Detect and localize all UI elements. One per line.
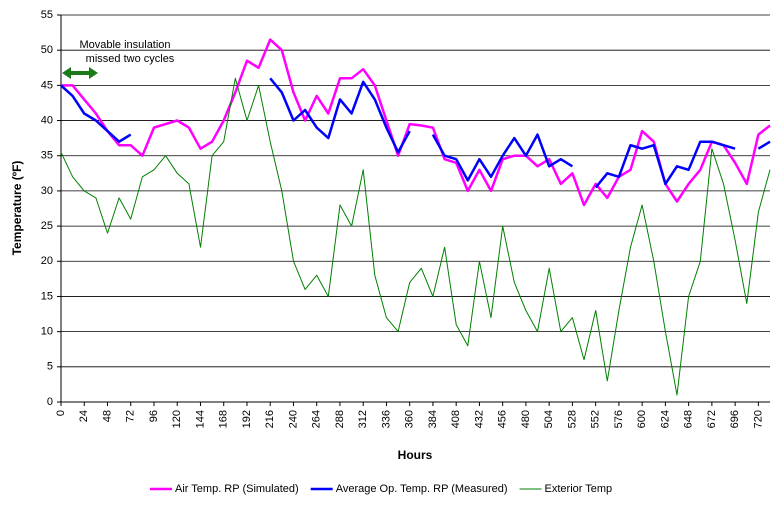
x-tick-label: 528 (566, 410, 578, 428)
y-axis-title: Temperature (ºF) (10, 161, 24, 256)
y-tick-label: 50 (41, 44, 53, 56)
legend-label: Air Temp. RP (Simulated) (175, 483, 299, 495)
x-tick-label: 480 (520, 410, 532, 428)
x-tick-label: 96 (148, 410, 160, 422)
x-tick-label: 312 (357, 410, 369, 428)
x-tick-label: 720 (752, 410, 764, 428)
x-tick-label: 0 (55, 410, 67, 416)
x-tick-label: 168 (218, 410, 230, 428)
x-tick-label: 288 (334, 410, 346, 428)
x-tick-label: 336 (380, 410, 392, 428)
x-tick-label: 576 (613, 410, 625, 428)
y-tick-label: 40 (41, 114, 53, 126)
y-tick-label: 5 (47, 361, 53, 373)
y-tick-label: 55 (41, 9, 53, 21)
x-tick-label: 384 (427, 410, 439, 428)
x-tick-label: 672 (706, 410, 718, 428)
x-tick-label: 192 (241, 410, 253, 428)
x-tick-label: 648 (683, 410, 695, 428)
x-axis-title: Hours (398, 448, 433, 462)
y-tick-label: 25 (41, 220, 53, 232)
x-tick-label: 48 (101, 410, 113, 422)
legend-label: Average Op. Temp. RP (Measured) (336, 483, 508, 495)
x-tick-label: 456 (497, 410, 509, 428)
x-tick-label: 600 (636, 410, 648, 428)
x-tick-label: 504 (543, 410, 555, 428)
y-tick-label: 45 (41, 79, 53, 91)
x-tick-label: 432 (473, 410, 485, 428)
annotation: Movable insulation (79, 39, 170, 51)
x-tick-label: 120 (171, 410, 183, 428)
series-line (61, 38, 771, 207)
annotation: missed two cycles (86, 53, 175, 65)
x-tick-label: 696 (729, 410, 741, 428)
y-tick-label: 35 (41, 150, 53, 162)
y-tick-label: 30 (41, 185, 53, 197)
legend-label: Exterior Temp (545, 483, 613, 495)
series-line (60, 77, 771, 189)
x-tick-label: 408 (450, 410, 462, 428)
legend: Air Temp. RP (Simulated) Average Op. Temp… (150, 483, 612, 495)
y-tick-label: 20 (41, 255, 53, 267)
x-tick-label: 264 (311, 410, 323, 428)
annotation-arrow (62, 67, 98, 79)
x-tick-label: 552 (590, 410, 602, 428)
y-tick-label: 10 (41, 326, 53, 338)
series-line (60, 77, 771, 396)
x-tick-label: 144 (194, 410, 206, 428)
x-tick-label: 216 (264, 410, 276, 428)
x-tick-label: 624 (659, 410, 671, 428)
x-tick-label: 72 (125, 410, 137, 422)
x-tick-label: 24 (78, 410, 90, 422)
x-tick-label: 360 (404, 410, 416, 428)
y-tick-label: 0 (47, 396, 53, 408)
x-tick-label: 240 (287, 410, 299, 428)
y-tick-label: 15 (41, 290, 53, 302)
